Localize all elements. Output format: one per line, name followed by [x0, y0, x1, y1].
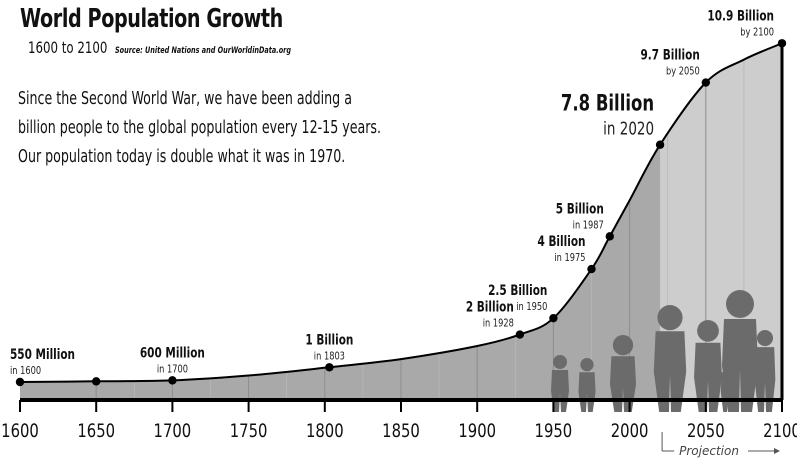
person-head — [612, 335, 634, 356]
projection-label: Projection — [679, 444, 739, 458]
data-label: 4 Billion — [538, 234, 586, 250]
data-points — [15, 39, 787, 387]
person-body — [653, 331, 687, 412]
data-label-year: by 2100 — [740, 26, 774, 38]
data-label-year: in 1700 — [157, 363, 188, 375]
data-label-year: by 2050 — [666, 65, 700, 77]
intro-line-2: billion people to the global population … — [18, 117, 382, 138]
data-label: 2.5 Billion — [488, 283, 547, 299]
data-label-year: in 1928 — [483, 317, 514, 329]
data-label: 7.8 Billion — [561, 90, 654, 116]
data-label-year: in 1987 — [573, 219, 604, 231]
x-tick-label: 2000 — [611, 420, 649, 442]
data-label: 9.7 Billion — [641, 47, 700, 63]
data-point — [92, 377, 101, 386]
x-tick-label: 2100 — [763, 420, 797, 442]
data-point — [587, 264, 596, 274]
x-tick-label: 1700 — [154, 420, 192, 442]
x-axis: 1600 1650 1700 1750 1800 1850 1900 1950 2000 2050… — [1, 43, 797, 458]
person-head — [756, 330, 774, 347]
data-point — [777, 39, 787, 48]
data-label: 550 Million — [10, 347, 75, 363]
data-point — [605, 232, 614, 241]
person-body — [754, 347, 776, 412]
x-tick-label: 1650 — [77, 420, 115, 442]
person-body — [720, 372, 736, 412]
intro-line-1: Since the Second World War, we have been… — [18, 88, 352, 109]
person-head — [580, 358, 594, 372]
data-label: 2 Billion — [466, 299, 514, 315]
data-label: 1 Billion — [305, 332, 353, 348]
intro-line-3: Our population today is double what it w… — [18, 146, 346, 167]
subtitle-row: 1600 to 2100 Source: United Nations and … — [28, 38, 335, 57]
person-body — [609, 356, 637, 412]
person-head — [697, 320, 719, 342]
population-line — [19, 42, 783, 383]
intro-text: Since the Second World War, we have been… — [18, 84, 424, 171]
data-label-year: in 1803 — [314, 350, 345, 362]
data-label-year: in 2020 — [603, 118, 654, 139]
data-point — [15, 377, 25, 387]
person-head — [657, 305, 683, 331]
person-body — [694, 342, 722, 412]
data-label-year: in 1600 — [10, 365, 41, 377]
data-point — [655, 140, 665, 149]
data-label: 600 Million — [140, 345, 205, 361]
data-label-year: in 1975 — [554, 252, 585, 264]
x-tick-label: 2050 — [687, 420, 725, 442]
page-title: World Population Growth — [20, 4, 283, 34]
data-label: 10.9 Billion — [707, 8, 774, 24]
source-note: Source: United Nations and OurWorldinDat… — [115, 46, 292, 56]
data-point — [701, 78, 710, 87]
data-labels: 550 Million in 1600 600 Million in 1700 1 Bi… — [10, 8, 774, 378]
projection-arrow-head — [774, 448, 780, 454]
data-point — [515, 330, 525, 339]
x-tick-label: 1950 — [535, 420, 573, 442]
person-head — [726, 290, 754, 318]
x-tick-label: 1900 — [458, 420, 496, 442]
x-tick-label: 1850 — [382, 420, 420, 442]
x-tick-label: 1600 — [1, 420, 39, 442]
data-point — [549, 313, 558, 323]
data-label-year: in 1950 — [516, 301, 547, 313]
population-curve — [19, 42, 783, 383]
data-label: 5 Billion — [556, 201, 604, 217]
x-tick-label: 1800 — [306, 420, 344, 442]
x-tick-label: 1750 — [230, 420, 268, 442]
chart-subtitle: 1600 to 2100 — [28, 38, 108, 57]
person-head — [722, 360, 734, 372]
data-point — [168, 376, 177, 385]
data-point — [325, 363, 334, 372]
person-body — [578, 372, 596, 412]
person-head — [553, 355, 567, 369]
